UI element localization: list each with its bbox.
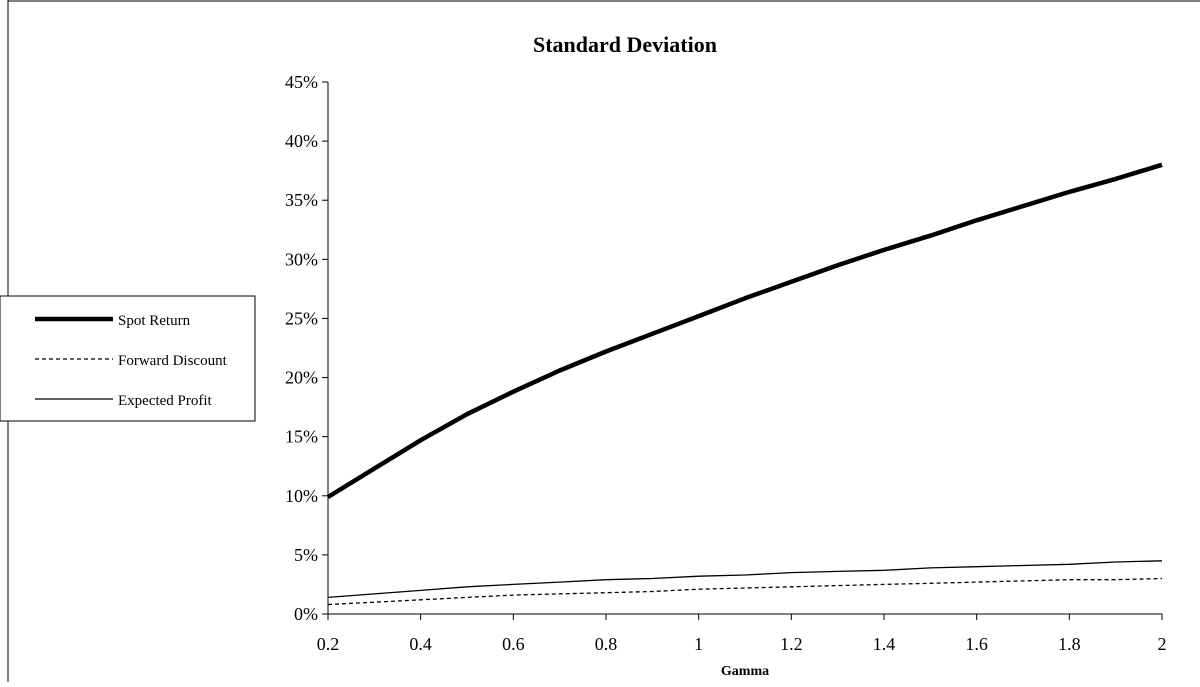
- legend-item-expected-profit: Expected Profit: [35, 393, 213, 409]
- series-line-expected-profit: [327, 560, 1163, 599]
- legend-label-forward-discount: Forward Discount: [118, 353, 228, 369]
- x-tick-label: 0.6: [502, 634, 525, 654]
- y-tick-label: 15%: [285, 427, 318, 447]
- y-tick-label: 45%: [285, 72, 318, 92]
- x-axis-ticks: 0.2 0.4 0.6 0.8 1 1.2 1.4 1.6 1.8 2: [317, 614, 1167, 654]
- x-tick-label: 1.8: [1058, 634, 1081, 654]
- x-tick-label: 1: [694, 634, 703, 654]
- x-tick-label: 1.4: [873, 634, 896, 654]
- y-tick-label: 5%: [294, 545, 318, 565]
- legend-item-forward-discount: Forward Discount: [35, 353, 228, 369]
- x-tick-label: 0.4: [409, 634, 432, 654]
- axes: [327, 82, 1162, 615]
- y-tick-label: 35%: [285, 190, 318, 210]
- y-tick-label: 0%: [294, 604, 318, 624]
- x-tick-label: 0.2: [317, 634, 340, 654]
- legend: Spot Return Forward Discount Expected Pr…: [0, 295, 256, 422]
- x-tick-label: 2: [1158, 634, 1167, 654]
- y-tick-label: 10%: [285, 486, 318, 506]
- series-line-spot-return: [326, 162, 1163, 499]
- legend-label-spot-return: Spot Return: [118, 313, 191, 329]
- legend-item-spot-return: Spot Return: [35, 313, 191, 329]
- x-tick-label: 1.2: [780, 634, 803, 654]
- chart-title: Standard Deviation: [533, 32, 717, 57]
- legend-label-expected-profit: Expected Profit: [118, 393, 213, 409]
- y-tick-label: 25%: [285, 308, 318, 328]
- x-axis-label: Gamma: [721, 664, 769, 679]
- y-tick-label: 20%: [285, 368, 318, 388]
- y-tick-label: 30%: [285, 249, 318, 269]
- series-line-forward-discount: [327, 577, 1163, 606]
- x-tick-label: 0.8: [595, 634, 618, 654]
- series-lines: [326, 162, 1163, 606]
- y-tick-label: 40%: [285, 131, 318, 151]
- x-tick-label: 1.6: [965, 634, 988, 654]
- y-axis-ticks: 0% 5% 10% 15% 20% 25% 30% 35% 40% 45%: [285, 72, 328, 624]
